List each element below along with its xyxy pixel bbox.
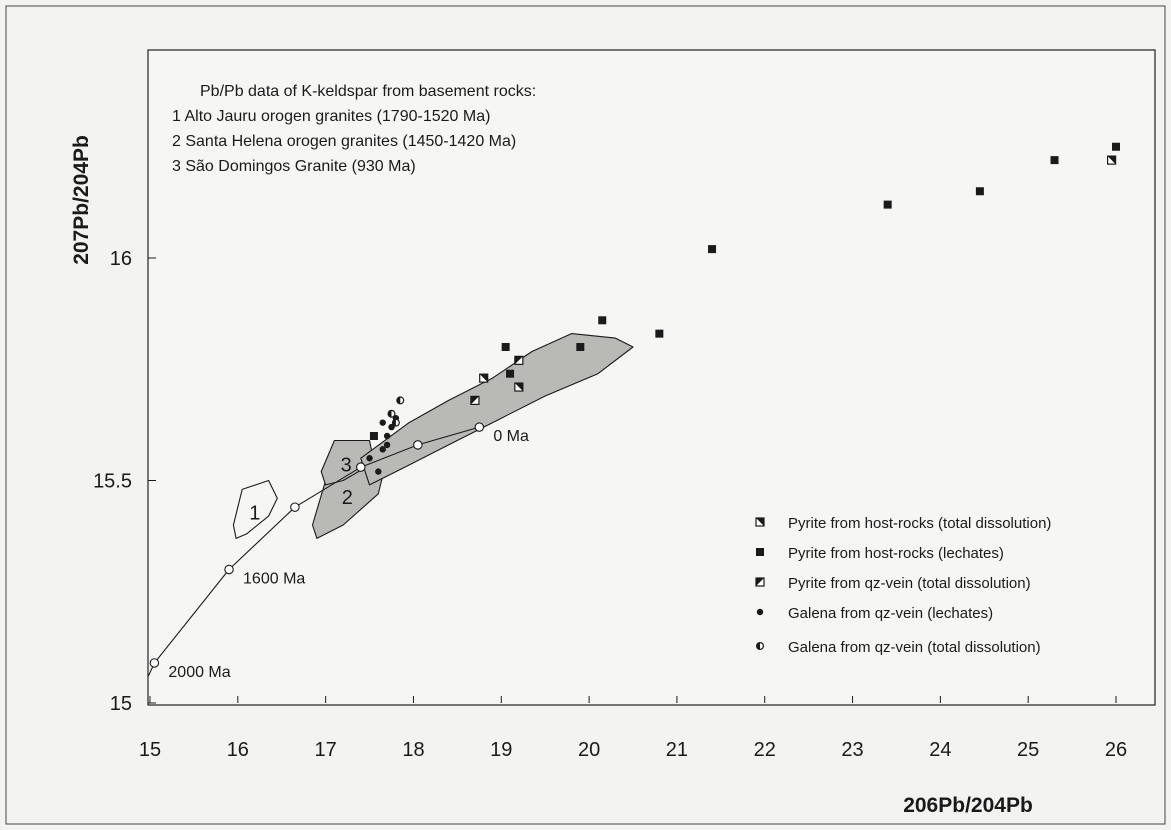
data-point-square	[369, 432, 378, 440]
field-outline-main	[360, 333, 634, 486]
x-tick-label: 18	[402, 739, 424, 761]
page-border	[5, 5, 1166, 825]
growth-curve: 2000 Ma 1600 Ma 0 Ma	[147, 422, 529, 681]
x-tick-label: 25	[1017, 739, 1039, 761]
legend-marker-dot	[756, 608, 764, 616]
data-point-square	[883, 200, 892, 209]
legend-label: Pyrite from host-rocks (total dissolutio…	[788, 515, 1051, 532]
data-point-half-square	[1107, 155, 1117, 165]
annotation-item-1: 1 Alto Jauru orogen granites (1790-1520 …	[172, 108, 490, 125]
annotation-item-2: 2 Santa Helena orogen granites (1450-142…	[172, 133, 516, 150]
field-label-1: 1	[249, 503, 260, 525]
legend-marker-half-circle	[755, 641, 764, 650]
legend-marker-half-square	[755, 517, 765, 527]
y-tick-label: 15	[110, 693, 132, 715]
legend: Pyrite from host-rocks (total dissolutio…	[755, 515, 1051, 656]
data-point-half-circle	[391, 418, 400, 427]
x-axis-label: 206Pb/204Pb	[903, 794, 1033, 817]
data-point-dot	[375, 468, 382, 475]
points-layer	[366, 142, 1120, 475]
x-tick-label: 24	[929, 739, 951, 761]
x-tick-label: 26	[1105, 739, 1127, 761]
field-label-3: 3	[341, 454, 352, 476]
curve-node	[356, 462, 366, 472]
x-tick-label: 21	[666, 739, 688, 761]
data-point-diag-square	[470, 395, 480, 405]
data-point-half-square	[514, 382, 524, 392]
data-point-square	[576, 343, 585, 351]
x-tick-label: 16	[227, 739, 249, 761]
fields-layer: 1 2 3	[232, 333, 634, 539]
legend-label: Galena from qz-vein (lechates)	[788, 605, 993, 622]
data-point-square	[506, 369, 515, 378]
data-point-square	[1112, 142, 1120, 151]
curve-label: 2000 Ma	[168, 664, 230, 681]
data-point-dot	[383, 432, 391, 440]
y-tick-label: 16	[110, 248, 132, 270]
annotation-heading: Pb/Pb data of K-keldspar from basement r…	[200, 83, 536, 100]
data-point-square	[975, 187, 984, 196]
x-tick-label: 23	[841, 739, 863, 761]
curve-node	[149, 658, 160, 668]
x-tick-label: 19	[490, 739, 512, 761]
legend-marker-diag-square	[755, 577, 765, 587]
data-point-half-circle	[396, 396, 405, 405]
legend-label: Pyrite from host-rocks (lechates)	[788, 545, 1004, 562]
x-tick-label: 20	[578, 739, 600, 761]
data-point-half-circle	[387, 409, 396, 418]
curve-node	[474, 422, 485, 432]
curve-node	[413, 440, 423, 450]
data-point-square	[598, 316, 607, 325]
plot-frame	[147, 49, 1156, 706]
annotation-item-3: 3 São Domingos Granite (930 Ma)	[172, 158, 416, 175]
curve-node	[224, 564, 234, 575]
x-tick-label: 15	[139, 739, 161, 761]
curve-label: 0 Ma	[493, 428, 529, 445]
data-point-dot	[379, 419, 386, 426]
annotation-block: Pb/Pb data of K-keldspar from basement r…	[172, 83, 536, 175]
data-point-dot	[366, 455, 373, 462]
x-tick-label: 22	[754, 739, 776, 761]
y-axis: 15 15.5 16	[93, 248, 156, 715]
data-point-diag-square	[514, 355, 524, 365]
legend-marker-square	[756, 548, 764, 556]
curve-node	[290, 502, 300, 512]
x-tick-label: 17	[315, 739, 337, 761]
curve-label: 1600 Ma	[243, 571, 305, 588]
y-axis-label: 207Pb/204Pb	[70, 135, 93, 265]
data-point-dot	[379, 446, 386, 453]
data-point-half-square	[479, 373, 489, 383]
y-tick-label: 15.5	[93, 471, 132, 493]
data-point-square	[1050, 156, 1059, 165]
data-point-square	[501, 343, 510, 351]
field-outline-1	[232, 479, 278, 539]
legend-label: Pyrite from qz-vein (total dissolution)	[788, 575, 1031, 592]
x-axis: 15 16 17 18 19 20 21 22 23 24 25 26	[139, 696, 1127, 761]
field-label-2: 2	[342, 487, 353, 509]
legend-label: Galena from qz-vein (total dissolution)	[788, 639, 1041, 656]
data-point-square	[708, 245, 717, 254]
data-point-dot	[383, 441, 391, 449]
data-point-square	[655, 329, 664, 338]
